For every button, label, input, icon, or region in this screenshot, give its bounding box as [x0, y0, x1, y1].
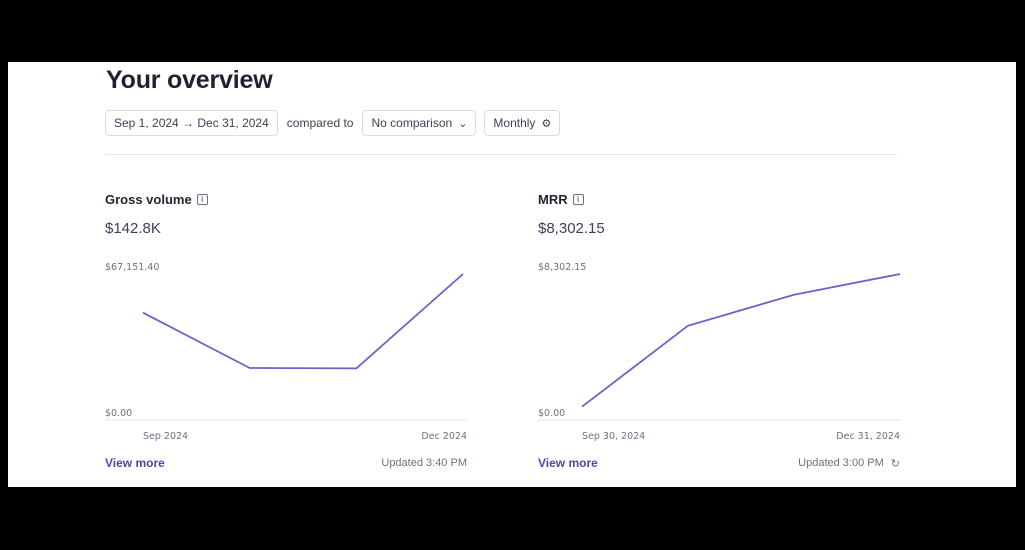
series-line — [581, 273, 901, 408]
divider — [105, 154, 897, 155]
view-more-link[interactable]: View more — [538, 456, 598, 470]
updated-label: Updated 3:00 PM — [798, 457, 884, 469]
overview-page: Your overview Sep 1, 2024 → Dec 31, 2024… — [8, 62, 1016, 487]
filter-bar: Sep 1, 2024 → Dec 31, 2024 compared to N… — [105, 110, 561, 136]
x-axis-end-label: Dec 31, 2024 — [836, 431, 900, 442]
y-axis-bottom-label: $0.00 — [105, 408, 132, 419]
info-icon[interactable]: i — [196, 194, 208, 205]
info-icon[interactable]: i — [572, 194, 584, 205]
metric-value: $142.8K — [105, 220, 161, 237]
metric-title-label: MRR — [538, 192, 568, 207]
gross-volume-chart-svg: $67,151.40 $0.00 Sep 2024 Dec 2024 — [105, 262, 467, 442]
interval-label: Monthly — [493, 116, 536, 130]
view-more-link[interactable]: View more — [105, 456, 165, 470]
metric-value: $8,302.15 — [538, 220, 605, 237]
metric-title: MRR i — [538, 192, 584, 207]
date-range-label: Sep 1, 2024 → Dec 31, 2024 — [114, 116, 269, 130]
mrr-chart: $8,302.15 $0.00 Sep 30, 2024 Dec 31, 2024 — [538, 262, 901, 452]
metric-title: Gross volume i — [105, 192, 208, 207]
x-axis-start-label: Sep 2024 — [143, 431, 188, 442]
refresh-icon[interactable]: ↻ — [890, 457, 900, 470]
x-axis-start-label: Sep 30, 2024 — [582, 431, 645, 442]
x-axis-end-label: Dec 2024 — [421, 431, 467, 442]
mrr-chart-svg: $8,302.15 $0.00 Sep 30, 2024 Dec 31, 2024 — [538, 262, 901, 442]
metric-title-label: Gross volume — [105, 192, 192, 207]
compared-to-label: compared to — [286, 116, 354, 130]
interval-dropdown[interactable]: Monthly ⚙ — [484, 110, 561, 136]
y-axis-bottom-label: $0.00 — [538, 408, 565, 419]
chevron-down-icon: ⌄ — [458, 117, 468, 130]
y-axis-top-label: $8,302.15 — [538, 262, 586, 273]
comparison-dropdown[interactable]: No comparison ⌄ — [362, 110, 477, 136]
settings-icon: ⚙ — [541, 117, 552, 130]
card-footer: View more Updated 3:00 PM ↻ — [538, 456, 900, 470]
page-title: Your overview — [106, 66, 273, 94]
y-axis-top-label: $67,151.40 — [105, 262, 159, 273]
mrr-card: MRR i $8,302.15 $8,302.15 $0.00 Sep 30, 20… — [538, 190, 901, 480]
gross-volume-chart: $67,151.40 $0.00 Sep 2024 Dec 2024 — [105, 262, 467, 452]
updated-label: Updated 3:40 PM — [381, 457, 467, 469]
comparison-label: No comparison — [371, 116, 453, 130]
series-line — [142, 273, 464, 370]
card-footer: View more Updated 3:40 PM — [105, 456, 467, 470]
updated-text: Updated 3:00 PM ↻ — [798, 457, 900, 470]
date-range-button[interactable]: Sep 1, 2024 → Dec 31, 2024 — [105, 110, 278, 136]
updated-text: Updated 3:40 PM — [381, 457, 467, 469]
gross-volume-card: Gross volume i $142.8K $67,151.40 $0.00 Se… — [105, 190, 467, 480]
